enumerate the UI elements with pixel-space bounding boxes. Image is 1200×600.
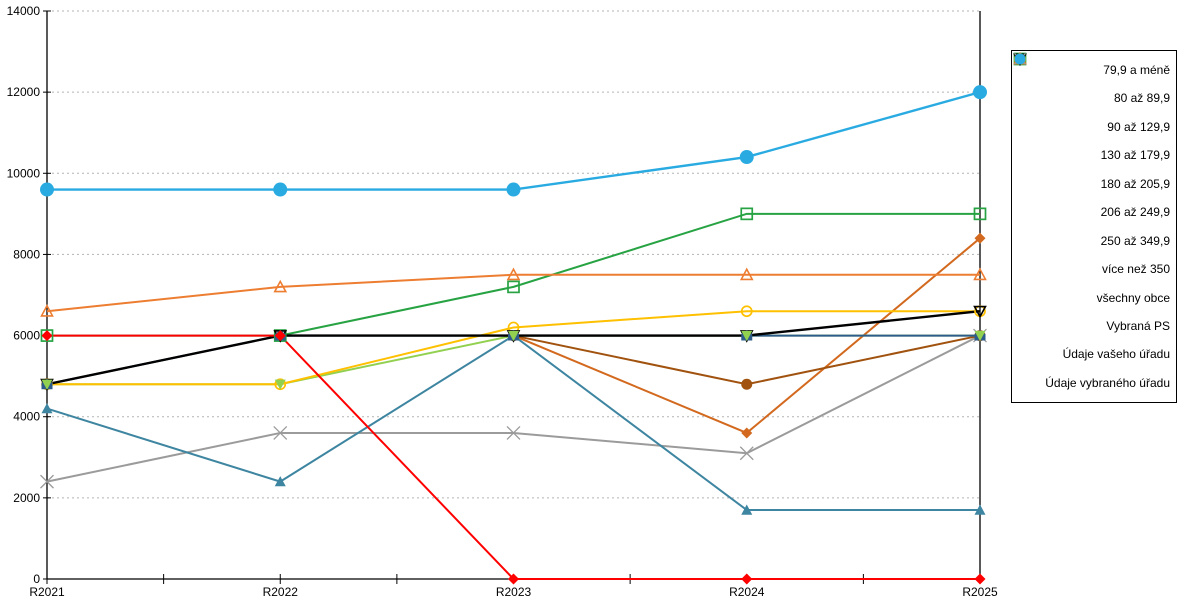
marker [41,403,53,414]
legend-item-206-az-249-9: 206 až 249,9 [1013,52,1170,226]
legend-label: 90 až 129,9 [1107,119,1170,134]
marker [741,504,753,515]
y-tick-label: 0 [33,572,40,586]
marker [507,280,520,294]
marker [974,330,986,342]
marker [974,504,986,515]
series-line-udaje-vaseho-uradu [47,334,980,580]
series-line-180-az-205-9 [47,334,980,386]
series-line-130-az-179-9 [46,334,980,386]
series-line-vice-nez-350 [46,273,980,313]
legend-label: Vybraná PS [1106,319,1170,334]
y-tick-label: 12000 [7,85,41,99]
legend-item-vybrana-ps: Vybraná PS [1014,53,1170,340]
legend-item-90-az-129-9: 90 až 129,9 [1014,53,1170,140]
legend-label: 206 až 249,9 [1100,205,1170,220]
series-markers-90-az-129-9 [41,330,986,515]
legend-item-80-az-89-9: 80 až 89,9 [1014,53,1170,112]
marker [273,182,288,197]
series-line-udaje-vybraneho-uradu [47,90,981,191]
series-markers-udaje-vybraneho-uradu [40,85,987,197]
y-tick-label: 4000 [13,410,40,424]
y-tick-label: 2000 [13,491,40,505]
marker [273,279,288,293]
marker [508,330,519,342]
marker [506,182,521,197]
marker [974,232,986,244]
marker [506,425,521,440]
marker [41,379,53,390]
legend-item-250-az-349-9: 250 až 349,9 [1014,53,1170,254]
marker [741,378,753,390]
series-markers-vsechny-obce [40,305,987,392]
marker [741,573,753,585]
legend-label: všechny obce [1096,290,1170,305]
marker [506,267,521,281]
legend-item-udaje-vybraneho-uradu: Údaje vybraného úřadu [1014,53,1170,396]
series-markers-udaje-vaseho-uradu [41,330,986,585]
series-markers-vybrana-ps [40,328,987,489]
marker [973,207,987,221]
legend-item-vice-nez-350: více než 350 [1013,51,1170,283]
series-line-vybrana-ps [46,334,981,483]
marker [274,476,286,487]
legend-label: více než 350 [1101,262,1170,277]
legend-label: 250 až 349,9 [1100,233,1170,248]
series-line-250-az-349-9 [47,310,980,386]
legend-label: 80 až 89,9 [1113,91,1170,106]
marker [741,427,753,439]
marker [974,573,986,585]
x-tick-label: R2023 [496,585,532,599]
y-tick-label: 8000 [13,247,40,261]
y-tick-label: 10000 [7,166,41,180]
legend-label: 79,9 a méně [1103,62,1170,77]
marker [740,207,754,221]
legend-item-vsechny-obce: všechny obce [1013,53,1170,311]
legend-item-130-az-179-9: 130 až 179,9 [1014,53,1170,169]
series-line-80-az-89-9 [513,334,981,386]
legend-label: Údaje vybraného úřadu [1045,375,1170,390]
x-tick-label: R2022 [263,585,299,599]
series-markers-180-az-205-9 [41,330,986,390]
marker [273,425,288,440]
marker [739,267,754,281]
marker [973,85,987,100]
y-tick-label: 6000 [13,329,40,343]
legend-circle-icon [1014,53,1026,65]
marker [739,446,754,461]
series-line-90-az-129-9 [46,334,980,512]
marker [973,267,987,281]
x-tick-label: R2021 [29,585,65,599]
marker [740,305,753,318]
legend-label: 180 až 205,9 [1100,176,1170,191]
marker [274,379,286,390]
marker [739,150,754,165]
marker [508,573,519,585]
marker [41,330,53,342]
x-tick-label: R2025 [962,585,998,599]
series-markers-vice-nez-350 [40,267,987,317]
series-markers-250-az-349-9 [41,305,986,391]
marker [40,474,54,489]
legend-item-udaje-vaseho-uradu: Údaje vašeho úřadu [1014,53,1170,368]
marker [40,304,54,317]
marker [274,330,286,342]
legend-item-79-9-a-mene: 79,9 a méně [1014,53,1170,83]
marker [741,330,753,342]
legend-label: 130 až 179,9 [1100,148,1170,163]
legend: 79,9 a méně 80 až 89,9 90 až 129,9 130 až 1… [1011,50,1177,403]
marker [40,182,54,197]
marker [1014,53,1026,65]
marker [973,305,987,319]
y-tick-label: 14000 [7,4,41,18]
legend-label: Údaje vašeho úřadu [1062,347,1170,362]
legend-item-180-az-205-9: 180 až 205,9 [1014,54,1170,197]
x-tick-label: R2024 [729,585,765,599]
